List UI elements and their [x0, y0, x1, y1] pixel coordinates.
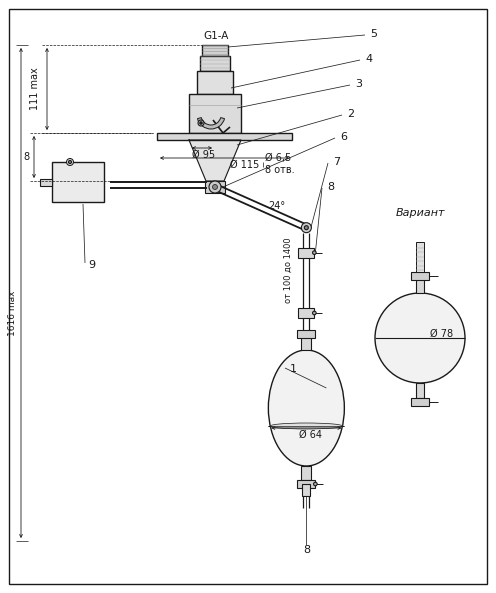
- Bar: [200, 56, 230, 71]
- Bar: [52, 162, 104, 202]
- Bar: [302, 336, 311, 350]
- Circle shape: [209, 181, 221, 193]
- Text: Ø 95: Ø 95: [192, 150, 216, 160]
- Circle shape: [212, 184, 218, 190]
- Text: Ø 64: Ø 64: [299, 430, 322, 440]
- Text: Вариант: Вариант: [395, 208, 445, 218]
- Bar: [298, 480, 315, 488]
- Bar: [205, 181, 225, 193]
- Circle shape: [200, 122, 202, 124]
- Bar: [302, 466, 311, 480]
- Text: Ø 6,5: Ø 6,5: [265, 153, 291, 163]
- Text: 1616 max: 1616 max: [8, 290, 17, 336]
- Circle shape: [66, 158, 73, 165]
- Circle shape: [312, 311, 316, 315]
- Bar: [411, 398, 429, 406]
- Text: 2: 2: [347, 109, 354, 119]
- Polygon shape: [189, 140, 241, 181]
- Text: 24°: 24°: [268, 200, 285, 211]
- Bar: [299, 308, 314, 318]
- Wedge shape: [197, 117, 225, 129]
- Text: 9: 9: [88, 260, 95, 270]
- Bar: [303, 484, 310, 496]
- Bar: [298, 330, 315, 338]
- Text: 8: 8: [327, 182, 334, 192]
- Bar: [189, 94, 241, 133]
- Text: Ø 115: Ø 115: [230, 160, 259, 170]
- Circle shape: [302, 223, 311, 232]
- Text: Ø 78: Ø 78: [430, 329, 453, 339]
- Bar: [197, 71, 233, 94]
- Bar: [202, 45, 228, 56]
- Circle shape: [312, 251, 316, 254]
- Bar: [40, 178, 52, 186]
- Bar: [416, 383, 424, 398]
- Text: G1-A: G1-A: [203, 31, 229, 41]
- Text: 1: 1: [290, 364, 297, 374]
- Text: 111 max: 111 max: [30, 68, 40, 110]
- Text: 4: 4: [365, 54, 372, 64]
- Bar: [157, 133, 292, 140]
- Text: 5: 5: [370, 29, 377, 39]
- Text: 8 отв.: 8 отв.: [265, 165, 295, 175]
- Circle shape: [68, 161, 71, 164]
- Text: 3: 3: [355, 79, 362, 89]
- Bar: [299, 248, 314, 258]
- Ellipse shape: [270, 423, 342, 429]
- Text: 6: 6: [340, 132, 347, 142]
- Bar: [416, 278, 424, 293]
- Text: 7: 7: [333, 157, 340, 167]
- Circle shape: [313, 482, 317, 486]
- Bar: [416, 242, 424, 272]
- Ellipse shape: [375, 293, 465, 383]
- Text: 8: 8: [23, 152, 29, 162]
- Text: от 100 до 1400: от 100 до 1400: [284, 238, 293, 303]
- Text: 8: 8: [303, 545, 310, 555]
- Circle shape: [198, 120, 204, 126]
- Bar: [411, 272, 429, 280]
- Ellipse shape: [268, 350, 344, 466]
- Circle shape: [305, 226, 309, 229]
